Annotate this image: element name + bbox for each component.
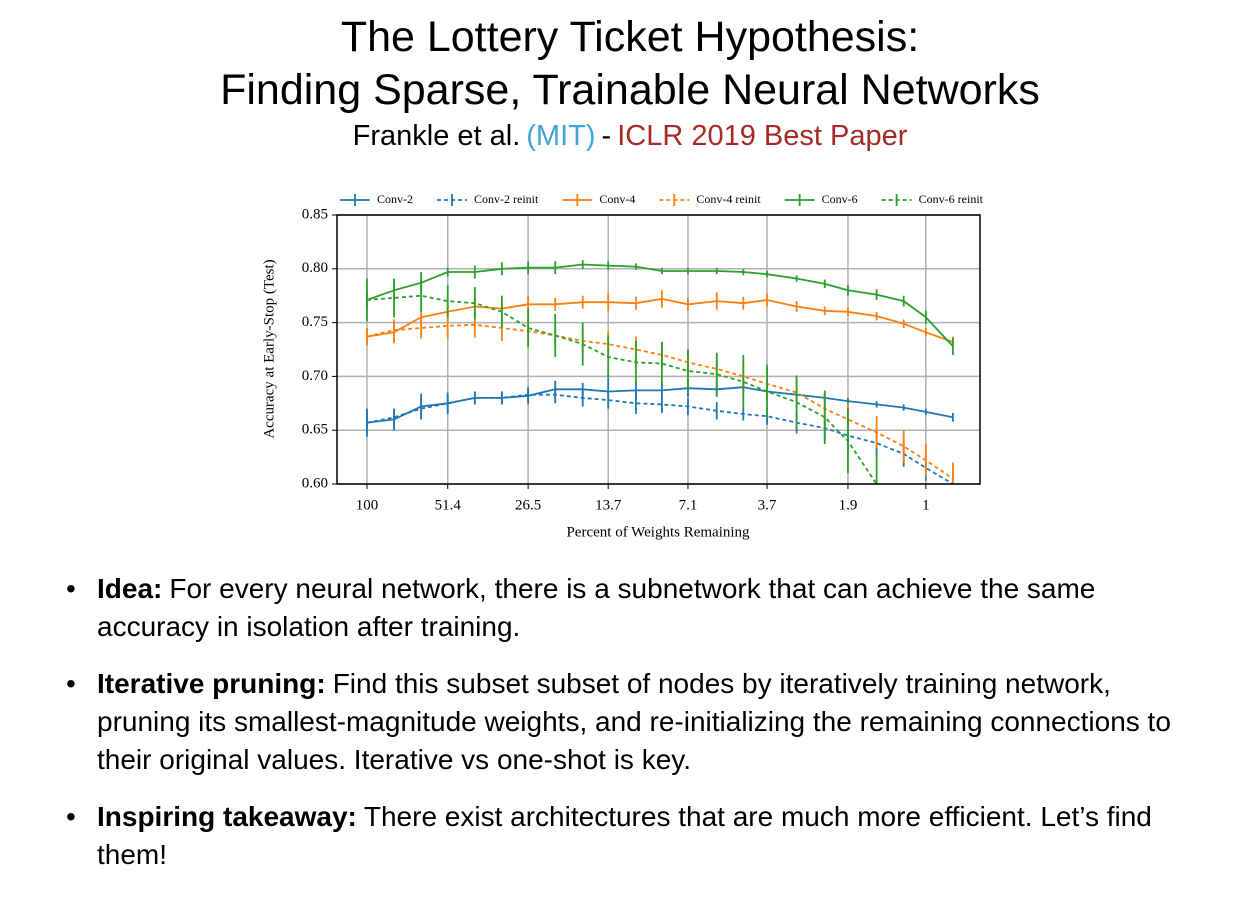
x-tick-label: 1 — [922, 497, 930, 513]
chart: Accuracy at Early-Stop (Test) Percent of… — [261, 192, 984, 541]
y-axis-label: Accuracy at Early-Stop (Test) — [261, 259, 277, 438]
separator: - — [601, 120, 612, 152]
y-tick-label: 0.60 — [302, 475, 328, 491]
legend-label: Conv-4 reinit — [696, 192, 761, 206]
x-tick-label: 51.4 — [435, 497, 462, 513]
bullet: Inspiring takeaway:There exist architect… — [60, 798, 1210, 874]
x-tick-label: 3.7 — [758, 497, 777, 513]
authors: Frankle et al. — [352, 120, 521, 152]
bullet-text: For every neural network, there is a sub… — [97, 573, 1096, 642]
legend-label: Conv-6 — [822, 192, 858, 206]
bullet-label: Idea: — [97, 573, 163, 604]
slide-title: Finding Sparse, Trainable Neural Network… — [220, 66, 1040, 114]
legend-label: Conv-2 — [377, 192, 413, 206]
x-axis-label: Percent of Weights Remaining — [566, 524, 750, 540]
x-tick-label: 100 — [356, 497, 379, 513]
y-tick-label: 0.70 — [302, 368, 328, 384]
bullet: Idea:For every neural network, there is … — [60, 570, 1210, 646]
venue: ICLR 2019 Best Paper — [617, 120, 908, 152]
y-tick-label: 0.85 — [302, 206, 328, 222]
y-tick-label: 0.80 — [302, 260, 328, 276]
bullet-list: Idea:For every neural network, there is … — [60, 570, 1210, 893]
y-tick-label: 0.75 — [302, 314, 328, 330]
bullet: Iterative pruning:Find this subset subse… — [60, 665, 1210, 779]
bullet-text: Find this subset subset of nodes by iter… — [97, 668, 1171, 775]
plot-area — [366, 260, 954, 484]
bullet-text: There exist architectures that are much … — [97, 801, 1152, 870]
legend-label: Conv-2 reinit — [474, 192, 539, 206]
legend-label: Conv-6 reinit — [919, 192, 984, 206]
plot-frame — [336, 214, 981, 485]
subtitle: Frankle et al. (MIT) - ICLR 2019 Best Paper — [0, 117, 1260, 155]
bullet-label: Inspiring takeaway: — [97, 801, 357, 832]
x-tick-label: 1.9 — [839, 497, 858, 513]
series-line — [366, 393, 954, 484]
legend-label: Conv-4 — [599, 192, 635, 206]
series-line — [366, 263, 954, 347]
y-tick-label: 0.65 — [302, 422, 328, 438]
slide-title: The Lottery Ticket Hypothesis: — [340, 13, 920, 61]
x-tick-label: 13.7 — [595, 497, 622, 513]
x-tick-label: 7.1 — [679, 497, 698, 513]
series-line — [366, 323, 954, 480]
series-line — [366, 297, 954, 343]
affiliation: (MIT) — [526, 120, 596, 152]
bullet-label: Iterative pruning: — [97, 668, 326, 699]
x-tick-label: 26.5 — [515, 497, 541, 513]
